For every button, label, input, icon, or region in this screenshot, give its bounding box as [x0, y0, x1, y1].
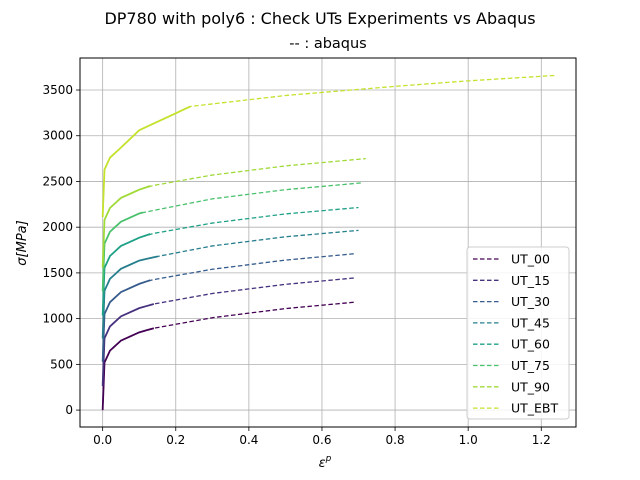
y-tick-label: 500: [50, 357, 73, 371]
legend-label: UT_60: [511, 337, 550, 352]
x-axis-label: εp: [319, 454, 332, 471]
series-line-experiment-ut-15: [101, 303, 155, 386]
x-axis-ticks: 0.0 0.2 0.4 0.6 0.8 1.0 1.2: [93, 427, 551, 447]
series-line-experiment-ut-90: [101, 185, 151, 268]
x-tick-label: 0.2: [166, 433, 185, 447]
series-line-experiment-ut-75: [101, 211, 144, 292]
legend: UT_00 UT_15 UT_30 UT_45 UT_60 UT_75 UT_90 UT_EB…: [466, 246, 570, 420]
plot-lines: [101, 74, 556, 411]
y-tick-label: 1500: [42, 266, 73, 280]
y-tick-label: 3000: [42, 129, 73, 143]
legend-label: UT_EBT: [511, 401, 559, 416]
x-axis-label-superscript: p: [325, 454, 332, 464]
series-line-abaqus-ut-60: [102, 206, 359, 316]
legend-label: UT_45: [511, 315, 550, 330]
legend-label: UT_75: [511, 358, 550, 373]
series-line-experiment-ut-45: [101, 255, 158, 339]
series-line-experiment-ut-60: [101, 233, 151, 316]
x-tick-label: 1.0: [459, 433, 478, 447]
x-tick-label: 0.0: [93, 433, 112, 447]
y-axis-ticks: 0 500 1000 1500 2000 2500 3000 3500: [42, 83, 80, 417]
series-line-abaqus-ut-45: [102, 229, 359, 339]
series-line-abaqus-ut-00: [102, 301, 355, 411]
y-tick-label: 2000: [42, 220, 73, 234]
x-tick-label: 1.2: [532, 433, 551, 447]
x-tick-label: 0.6: [312, 433, 331, 447]
y-tick-label: 0: [65, 403, 73, 417]
y-tick-label: 2500: [42, 174, 73, 188]
y-axis-label: σ[MPa]: [15, 220, 30, 265]
y-tick-label: 1000: [42, 312, 73, 326]
plot-frame: [79, 57, 577, 428]
x-tick-label: 0.4: [239, 433, 258, 447]
x-tick-label: 0.8: [386, 433, 405, 447]
legend-label: UT_90: [511, 379, 550, 394]
series-line-abaqus-ut-15: [102, 277, 355, 386]
series-line-experiment-ut-ebt: [101, 105, 191, 218]
legend-label: UT_00: [511, 252, 550, 267]
series-line-abaqus-ut-30: [102, 253, 355, 362]
legend-label: UT_30: [511, 294, 550, 309]
legend-label: UT_15: [511, 273, 550, 288]
legend-box: [466, 246, 570, 420]
y-tick-label: 3500: [42, 83, 73, 97]
series-line-experiment-ut-00: [101, 327, 155, 411]
chart-subtitle: -- : abaqus: [289, 36, 367, 52]
series-line-experiment-ut-30: [101, 279, 151, 362]
chart-title: DP780 with poly6 : Check UTs Experiments…: [104, 9, 535, 28]
